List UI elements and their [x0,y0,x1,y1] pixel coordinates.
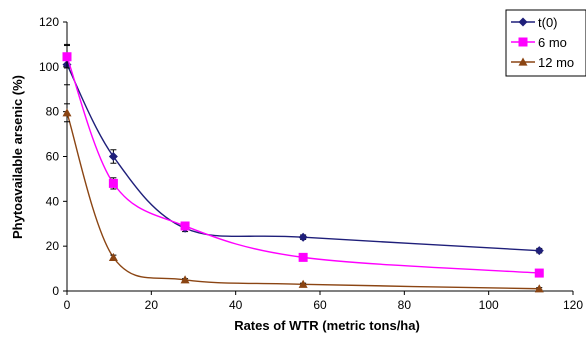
y-tick-label: 20 [46,239,60,253]
data-point [298,232,308,242]
plot-area [66,22,573,292]
y-tick-label: 120 [39,15,59,29]
legend-item: t(0) [511,15,558,30]
legend-label: t(0) [538,15,558,30]
series-line [66,112,540,290]
y-axis-label: Phytoavailable arsenic (%) [10,75,25,239]
y-tick-label: 60 [46,150,60,164]
data-point [298,279,308,288]
series-line [66,56,540,274]
series-12-mo [62,103,544,293]
data-point [180,221,190,231]
x-tick-label: 20 [145,298,159,312]
x-tick-label: 100 [479,298,499,312]
data-point [108,178,118,188]
x-tick-label: 80 [398,298,412,312]
series-t-0- [62,43,544,256]
x-tick-label: 40 [229,298,243,312]
series-line [66,64,540,252]
legend-marker [518,37,528,47]
series-6-mo [62,45,544,278]
data-point [108,252,118,261]
x-tick-label: 60 [313,298,327,312]
legend: t(0) 6 mo 12 mo [505,9,586,77]
data-point [180,275,190,284]
y-tick-label: 40 [46,194,60,208]
x-ticks: 0 20 40 60 80 100 120 [64,291,583,312]
y-tick-label: 80 [46,105,60,119]
data-point [534,284,544,293]
x-tick-label: 120 [563,298,583,312]
data-point [62,108,72,117]
legend-label: 12 mo [538,55,574,70]
data-point [62,52,72,62]
data-point [298,252,308,262]
legend-label: 6 mo [538,35,567,50]
legend-marker [518,57,528,66]
legend-item: 6 mo [511,35,567,50]
legend-item: 12 mo [511,55,574,70]
y-tick-label: 100 [39,60,59,74]
x-axis-label: Rates of WTR (metric tons/ha) [234,318,420,333]
series-layer [62,43,544,293]
data-point [534,268,544,278]
data-point [534,246,544,256]
y-tick-label: 0 [52,284,59,298]
x-tick-label: 0 [64,298,71,312]
data-point [108,152,118,161]
legend-marker [518,17,528,27]
y-ticks: 0 20 40 60 80 100 120 [39,15,67,298]
